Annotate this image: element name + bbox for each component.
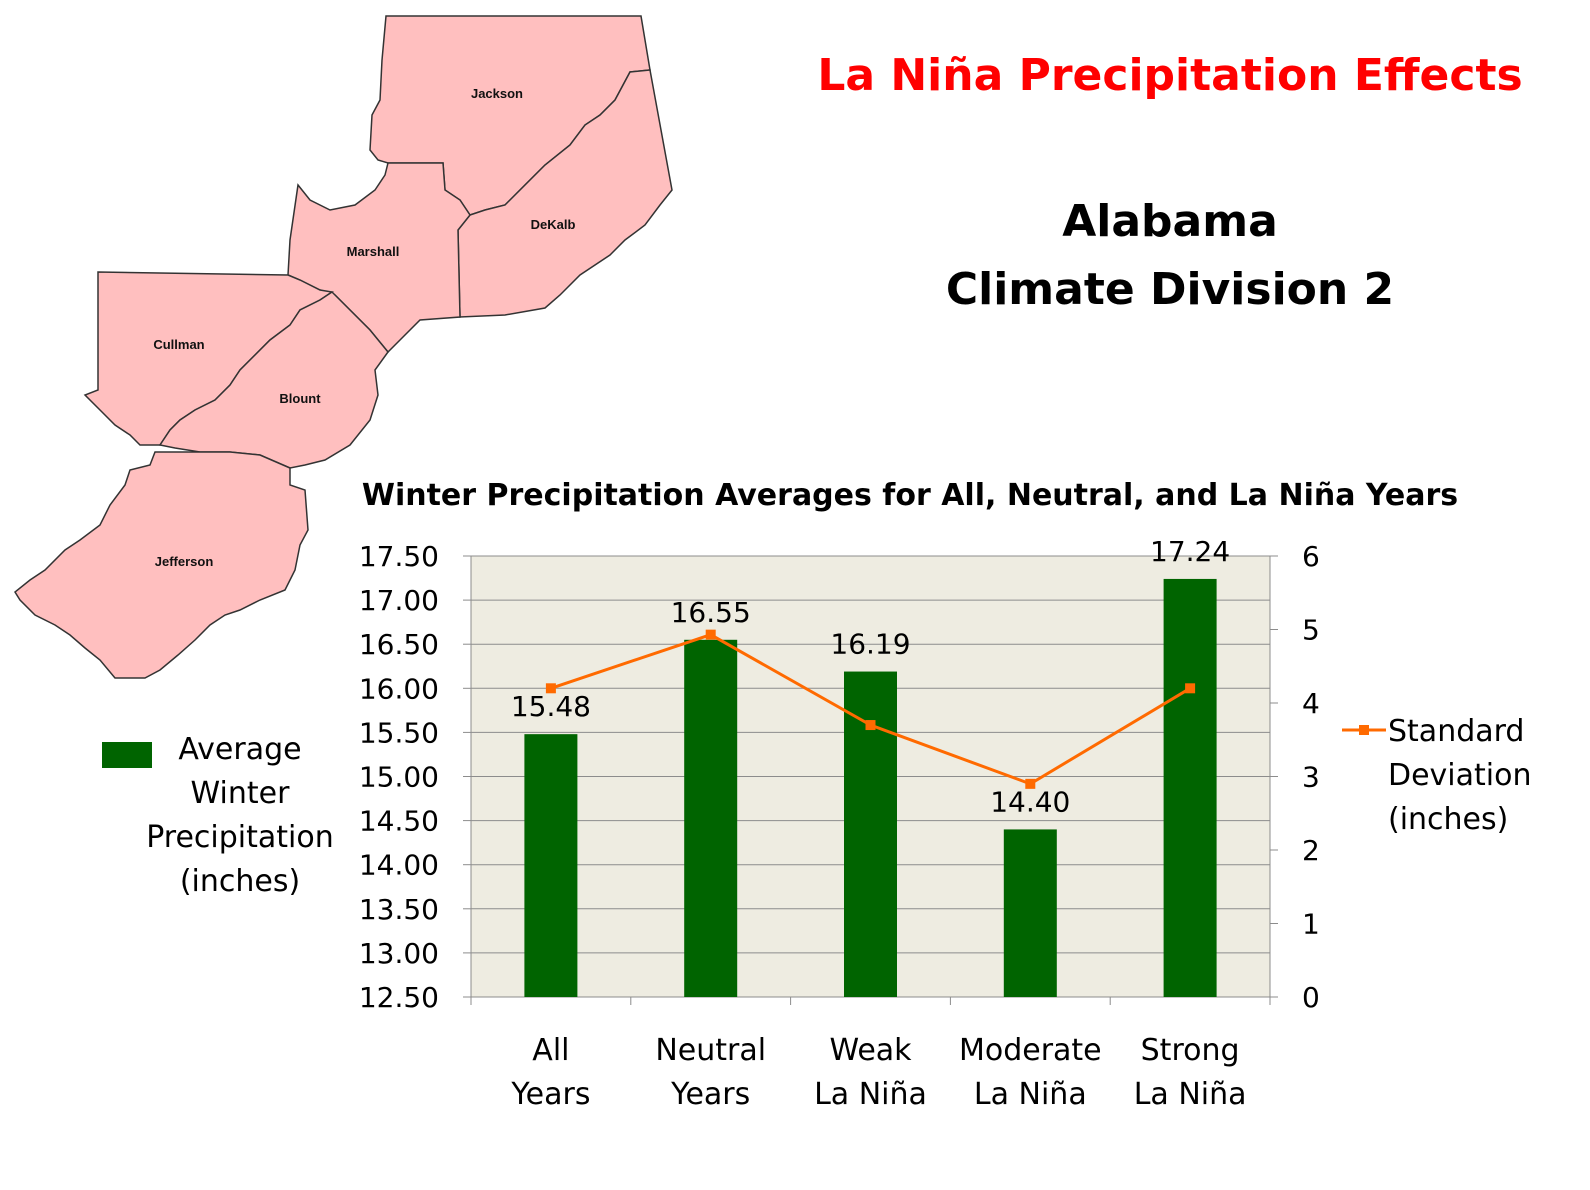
subtitle-division: Climate Division 2 xyxy=(945,264,1395,315)
legend-bar-label-line: Precipitation xyxy=(146,820,334,855)
subtitle-state: Alabama xyxy=(1062,196,1278,247)
legend-line-label-line: Standard xyxy=(1388,714,1525,749)
bar-data-label: 16.55 xyxy=(671,596,751,629)
x-category-label: Weak xyxy=(829,1033,912,1068)
right-axis-tick-label: 0 xyxy=(1302,981,1320,1014)
left-axis-tick-label: 15.50 xyxy=(359,716,439,749)
left-axis-tick-label: 14.50 xyxy=(359,805,439,838)
left-axis-tick-label: 13.00 xyxy=(359,937,439,970)
right-axis-tick-label: 6 xyxy=(1302,540,1320,573)
bar xyxy=(684,639,738,997)
x-category-label: La Niña xyxy=(974,1077,1087,1112)
legend-bar-label: Average Winter Precipitation (inches) xyxy=(140,728,340,904)
x-category-label: All xyxy=(532,1033,569,1068)
left-axis-tick-label: 16.00 xyxy=(359,672,439,705)
county-map: Jackson DeKalb Marshall Cullman Blount J… xyxy=(14,15,673,679)
left-axis-tick-label: 13.50 xyxy=(359,893,439,926)
legend-line-label: Standard Deviation (inches) xyxy=(1388,710,1578,842)
right-axis-tick-label: 5 xyxy=(1302,614,1320,647)
legend-bar-label-line: Average xyxy=(178,732,302,767)
x-category-label: La Niña xyxy=(814,1077,927,1112)
right-axis-tick-label: 2 xyxy=(1302,834,1320,867)
legend-line-swatch xyxy=(1342,725,1386,735)
bar xyxy=(1163,578,1217,997)
left-axis-tick-label: 12.50 xyxy=(359,981,439,1014)
x-category-label: La Niña xyxy=(1134,1077,1247,1112)
bar-data-label: 16.19 xyxy=(830,628,910,661)
legend-line-label-line: Deviation xyxy=(1388,758,1532,793)
county-label: DeKalb xyxy=(531,217,576,232)
x-category-label: Strong xyxy=(1141,1033,1240,1068)
county-blount xyxy=(158,291,389,469)
bar xyxy=(1003,829,1057,997)
county-label: Jefferson xyxy=(155,554,214,569)
left-axis-tick-label: 17.00 xyxy=(359,584,439,617)
std-dev-marker xyxy=(705,629,716,640)
x-category-label: Moderate xyxy=(959,1033,1102,1068)
legend-bar-swatch xyxy=(102,742,152,768)
std-dev-marker xyxy=(1025,778,1036,789)
left-axis-tick-label: 15.00 xyxy=(359,761,439,794)
legend-line-label-line: (inches) xyxy=(1388,802,1509,837)
county-label: Marshall xyxy=(347,244,400,259)
std-dev-marker xyxy=(1185,683,1196,694)
county-label: Blount xyxy=(279,391,321,406)
legend-bar-label-line: (inches) xyxy=(179,864,301,899)
right-axis-tick-label: 1 xyxy=(1302,908,1320,941)
bar-data-label: 17.24 xyxy=(1150,535,1230,568)
left-axis-tick-label: 14.00 xyxy=(359,849,439,882)
left-axis-tick-label: 16.50 xyxy=(359,628,439,661)
page-title: La Niña Precipitation Effects xyxy=(817,50,1523,101)
bar-data-label: 14.40 xyxy=(990,785,1070,818)
county-label: Jackson xyxy=(471,86,523,101)
left-axis-tick-label: 17.50 xyxy=(359,540,439,573)
std-dev-marker xyxy=(865,720,876,731)
county-label: Cullman xyxy=(153,337,204,352)
right-axis-tick-label: 3 xyxy=(1302,761,1320,794)
x-category-label: Neutral xyxy=(655,1033,766,1068)
x-category-label: Years xyxy=(510,1077,590,1112)
bar-data-label: 15.48 xyxy=(511,690,591,723)
bar xyxy=(524,734,578,997)
legend-bar-label-line: Winter xyxy=(190,776,290,811)
std-dev-marker xyxy=(545,683,556,694)
right-axis-tick-label: 4 xyxy=(1302,687,1320,720)
x-category-label: Years xyxy=(670,1077,750,1112)
chart-title: Winter Precipitation Averages for All, N… xyxy=(361,478,1459,513)
county-jefferson xyxy=(14,451,309,679)
